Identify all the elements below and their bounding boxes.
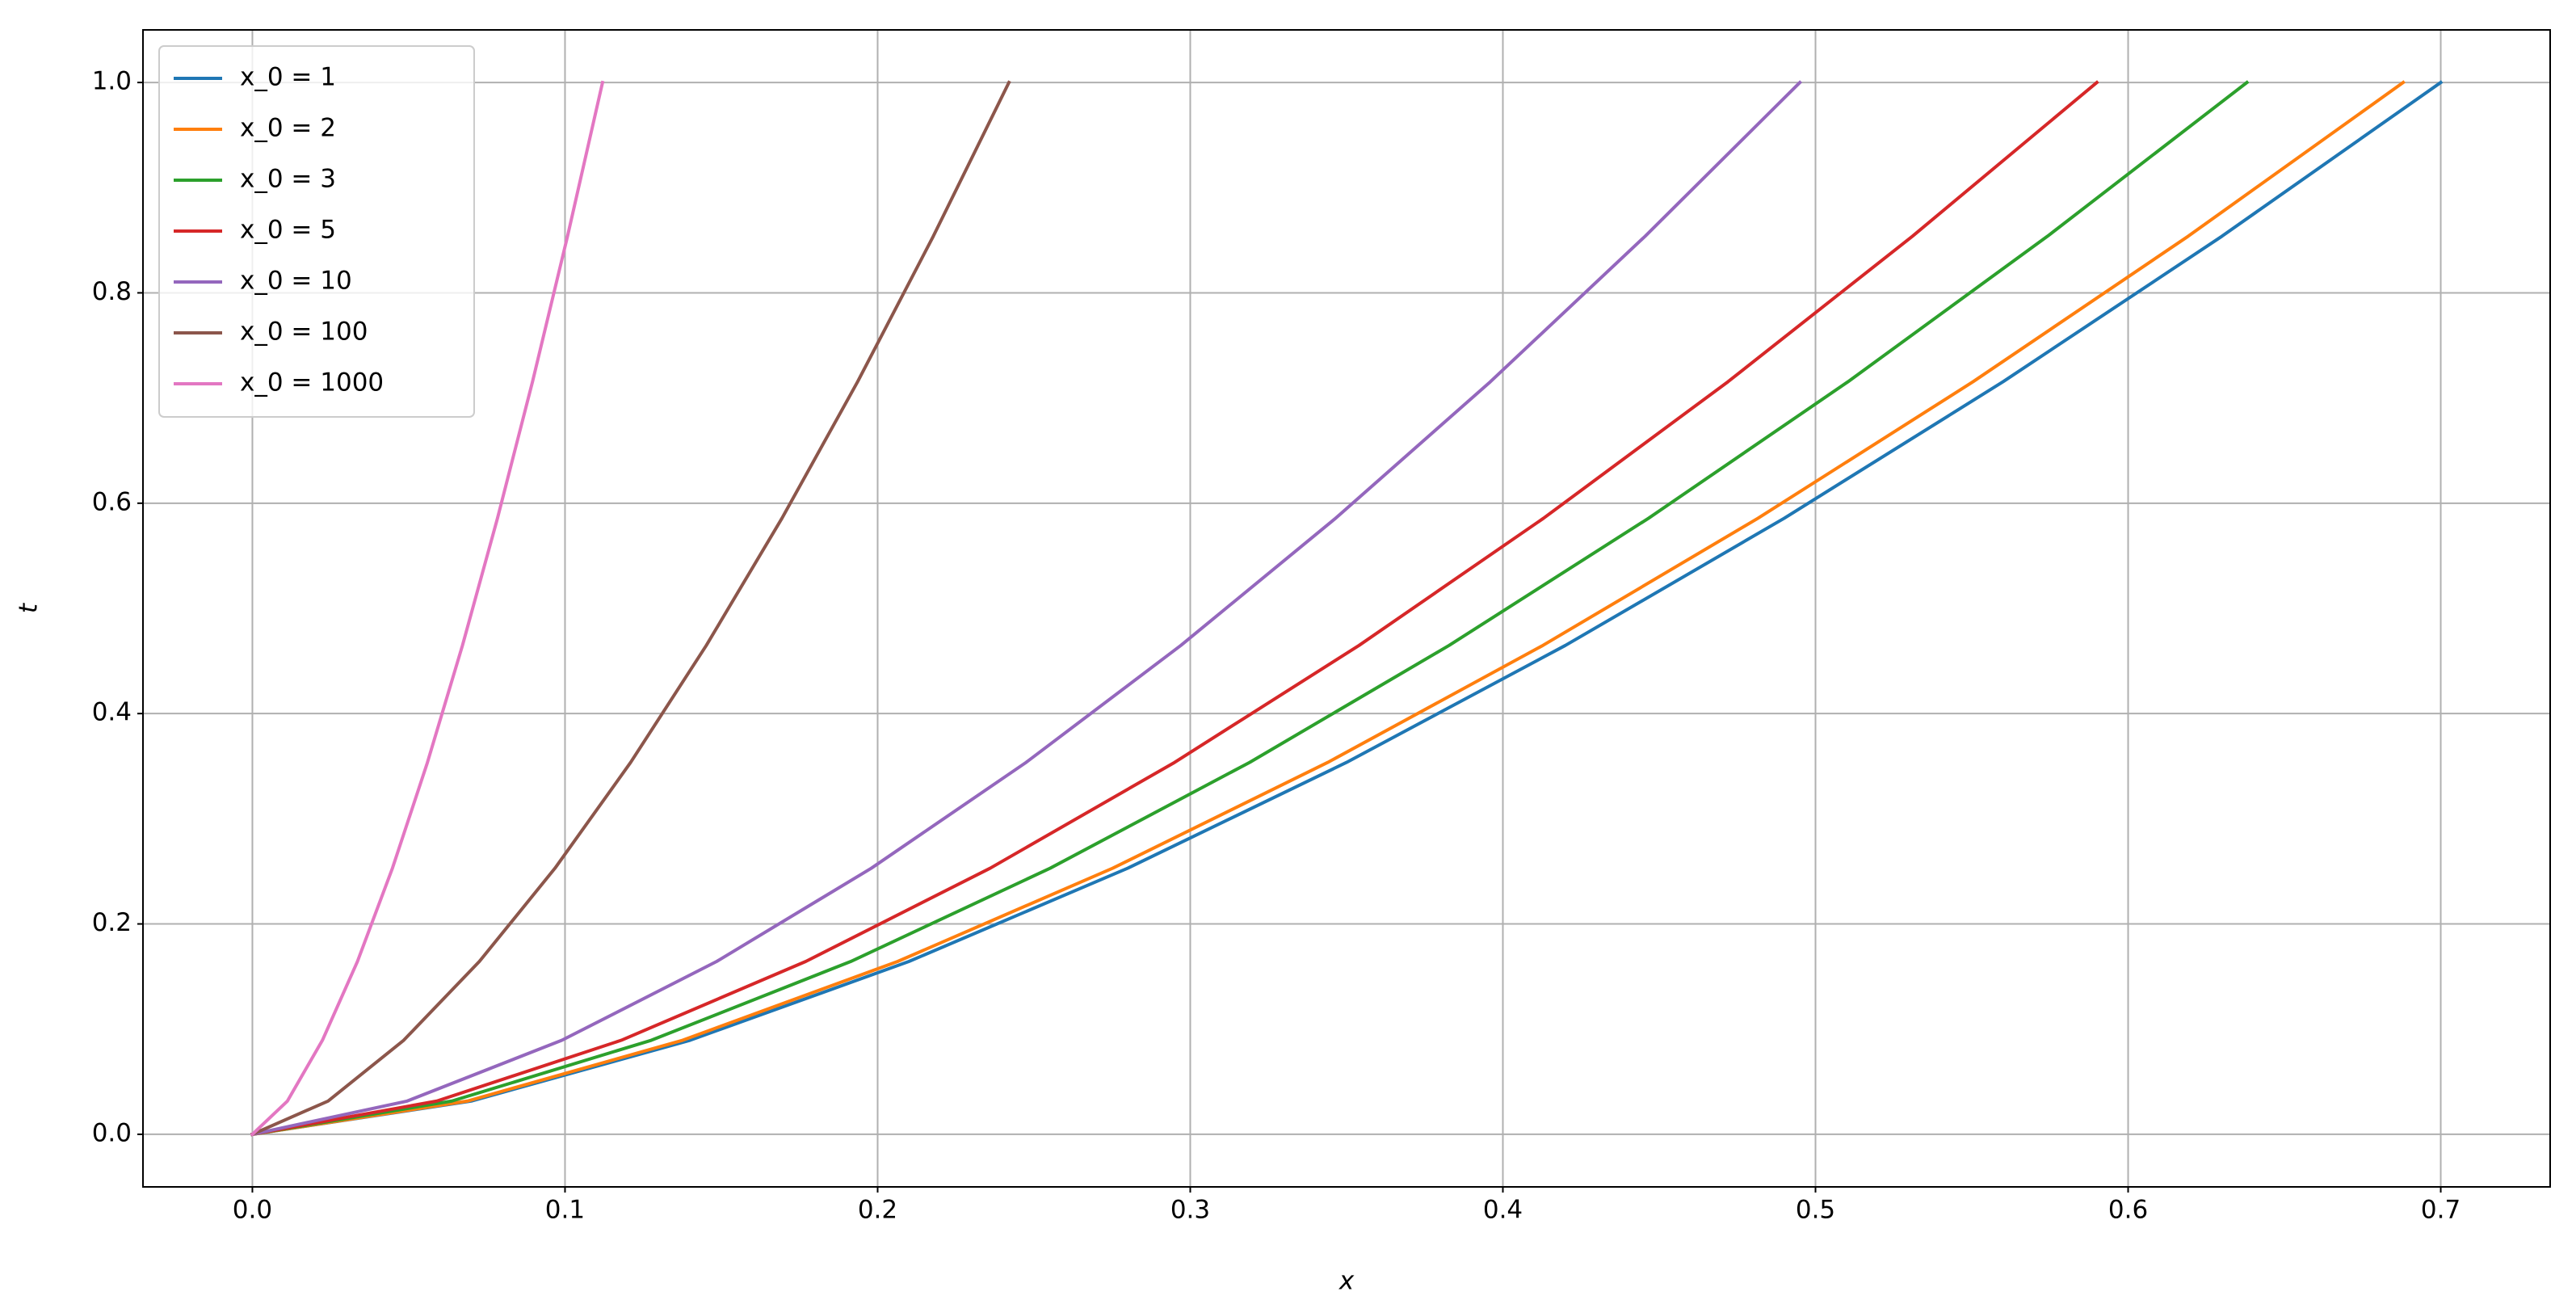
legend-label: x_0 = 5 [240, 216, 336, 245]
series-line [250, 80, 605, 1137]
x-tick-label: 0.1 [545, 1196, 585, 1225]
legend: x_0 = 1 x_0 = 2 x_0 = 3 x_0 = 5 x_0 = 10 x_0 … [158, 45, 475, 418]
y-tick-label: 0.2 [92, 908, 132, 937]
legend-box [158, 45, 475, 418]
x-tick-label: 0.6 [2108, 1196, 2148, 1225]
legend-label: x_0 = 100 [240, 318, 368, 347]
series-line [250, 80, 2250, 1137]
legend-label: x_0 = 3 [240, 165, 336, 194]
x-axis-label: x [1338, 1267, 1355, 1296]
y-tick-label: 0.6 [92, 487, 132, 516]
plot-frame [142, 29, 2551, 1188]
x-tick-label: 0.2 [858, 1196, 897, 1225]
y-tick-label: 1.0 [92, 67, 132, 96]
x-tick-label: 0.3 [1170, 1196, 1210, 1225]
series-line [250, 80, 1802, 1137]
legend-label: x_0 = 2 [240, 114, 336, 143]
series-line [250, 80, 2444, 1137]
legend-label: x_0 = 10 [240, 267, 352, 296]
x-tick-label: 0.4 [1483, 1196, 1523, 1225]
y-tick-label: 0.0 [92, 1118, 132, 1147]
series-line [250, 80, 1011, 1137]
x-tick-label: 0.0 [233, 1196, 272, 1225]
y-axis-label: t [15, 602, 44, 613]
y-tick-label: 0.8 [92, 277, 132, 306]
x-tick-label: 0.5 [1796, 1196, 1835, 1225]
y-tick-label: 0.4 [92, 698, 132, 727]
series-line [250, 80, 2406, 1137]
x-tick-label: 0.7 [2421, 1196, 2460, 1225]
series-line [250, 80, 2099, 1137]
legend-label: x_0 = 1 [240, 63, 336, 92]
legend-label: x_0 = 1000 [240, 368, 384, 398]
